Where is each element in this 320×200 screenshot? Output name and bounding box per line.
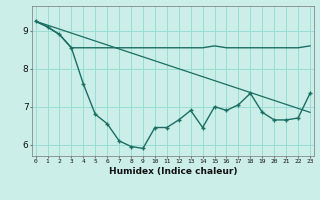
X-axis label: Humidex (Indice chaleur): Humidex (Indice chaleur) xyxy=(108,167,237,176)
